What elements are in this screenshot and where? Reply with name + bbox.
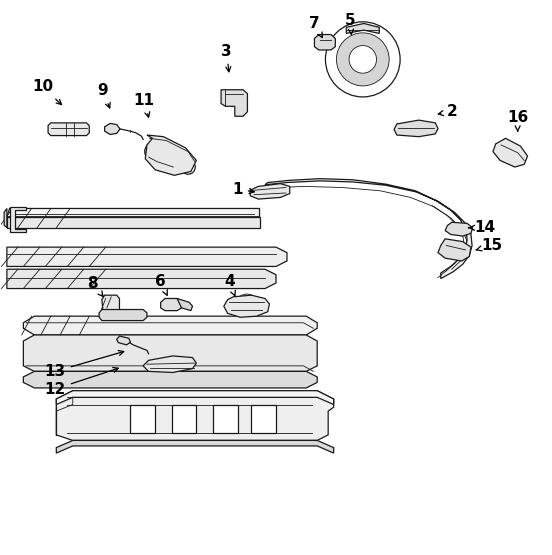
Circle shape: [181, 160, 195, 174]
Polygon shape: [130, 405, 155, 433]
Polygon shape: [56, 441, 333, 453]
Text: 13: 13: [45, 351, 124, 379]
Polygon shape: [145, 135, 197, 175]
Circle shape: [336, 33, 389, 86]
Polygon shape: [250, 184, 290, 199]
Polygon shape: [102, 295, 119, 315]
Polygon shape: [161, 299, 182, 311]
Text: 7: 7: [309, 16, 322, 38]
Polygon shape: [265, 179, 472, 279]
Polygon shape: [315, 34, 335, 50]
Circle shape: [235, 294, 259, 319]
Polygon shape: [172, 405, 197, 433]
Polygon shape: [56, 391, 333, 441]
Circle shape: [409, 124, 420, 135]
Polygon shape: [7, 269, 276, 289]
Polygon shape: [116, 336, 130, 345]
Polygon shape: [224, 295, 269, 317]
Text: 3: 3: [221, 44, 232, 72]
Text: 15: 15: [476, 238, 502, 253]
Polygon shape: [105, 123, 120, 134]
Polygon shape: [177, 299, 193, 311]
Polygon shape: [9, 207, 26, 231]
Text: 5: 5: [345, 13, 355, 34]
Polygon shape: [23, 371, 317, 388]
Text: 8: 8: [87, 275, 103, 296]
Polygon shape: [251, 405, 276, 433]
Circle shape: [145, 142, 163, 161]
Circle shape: [326, 22, 400, 97]
Text: 6: 6: [155, 274, 167, 295]
Polygon shape: [221, 90, 247, 116]
Polygon shape: [23, 316, 317, 335]
Circle shape: [349, 46, 376, 73]
Text: 9: 9: [98, 83, 110, 108]
Polygon shape: [7, 247, 287, 266]
Polygon shape: [143, 356, 197, 372]
Text: 11: 11: [134, 93, 155, 117]
Text: 4: 4: [224, 274, 235, 296]
Text: 12: 12: [45, 367, 118, 397]
Polygon shape: [7, 209, 259, 217]
Polygon shape: [56, 391, 333, 405]
Polygon shape: [4, 209, 7, 228]
Polygon shape: [213, 405, 237, 433]
Polygon shape: [394, 120, 438, 137]
Text: 16: 16: [507, 110, 528, 131]
Polygon shape: [7, 217, 259, 228]
Polygon shape: [438, 239, 471, 261]
Text: 2: 2: [438, 104, 457, 119]
Polygon shape: [346, 23, 379, 33]
Text: 1: 1: [232, 181, 254, 196]
Polygon shape: [445, 223, 473, 236]
Text: 14: 14: [469, 220, 495, 235]
Polygon shape: [48, 123, 89, 135]
Polygon shape: [99, 310, 147, 321]
Polygon shape: [493, 138, 528, 167]
Polygon shape: [23, 335, 317, 371]
Text: 10: 10: [32, 79, 61, 104]
